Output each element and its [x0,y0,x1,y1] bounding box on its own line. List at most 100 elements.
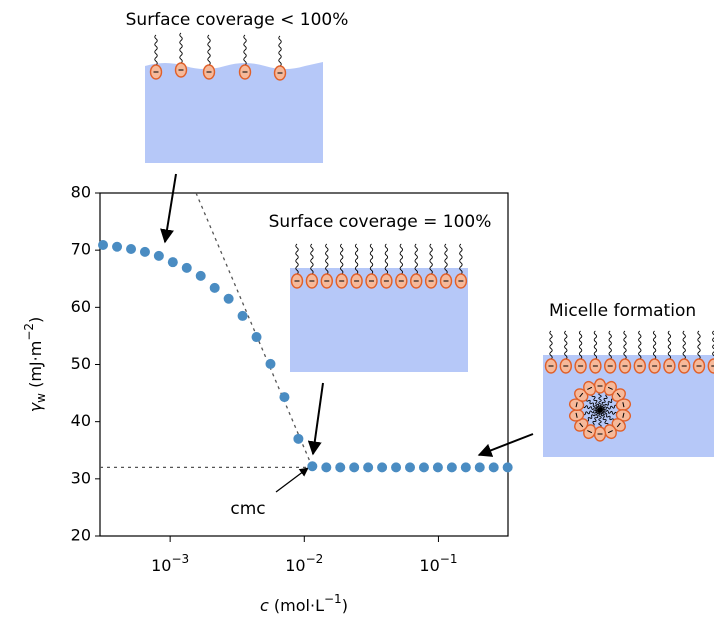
annotation: cmc [230,499,265,519]
tail [599,409,618,415]
surfactant [633,330,646,374]
surfactant [424,243,438,289]
data-point [112,241,123,252]
surfactant [238,34,252,80]
data-point [195,270,206,281]
charge [579,392,584,398]
surfactant [707,330,714,374]
arrow [307,382,324,456]
charge [579,422,584,428]
data-point [418,462,429,473]
tail [599,394,608,411]
tail [599,398,614,411]
surfactant [410,243,423,289]
tail [598,392,602,411]
surfactant [149,34,163,80]
surfactant [273,35,287,81]
tail [549,330,553,360]
tail [638,330,642,360]
water [290,268,468,372]
y-label-part: −2 [22,323,36,341]
charge [616,422,621,428]
y-label-part: ) [26,317,45,323]
tail [459,243,463,275]
tail [243,34,247,66]
tail [608,330,612,360]
x-tick-label: 10−3 [151,552,189,575]
tick-base: 10 [285,556,305,575]
tail [207,34,211,66]
y-tick-label: 50 [71,354,91,373]
annotation: Surface coverage < 100% [126,10,349,30]
data-point [98,240,109,251]
surfactant [335,243,348,289]
x-tick-label: 10−1 [419,552,457,575]
illustrations [145,32,714,457]
charge [622,402,625,408]
data-point [405,462,416,473]
data-point [265,358,276,369]
tail [444,243,448,275]
arrow [160,173,177,244]
surfactant [202,34,216,80]
data-point [139,246,150,257]
surfactant [583,380,602,411]
arrow [275,467,309,493]
tail [399,243,403,275]
y-label-part: w [34,393,48,403]
annotation: Surface coverage = 100% [269,212,492,232]
tail [697,330,701,360]
y-axis-label: γw (mJ·m−2) [22,317,48,413]
tail [593,330,598,360]
y-label-part: γ [26,401,45,412]
x-tick-label: 10−2 [285,552,323,575]
tail [179,32,183,64]
data-point [307,461,318,472]
tail [652,330,657,360]
data-point [446,462,457,473]
tail [310,243,314,275]
arrow [477,433,534,457]
data-point [502,462,513,473]
x-label-part: c [260,596,269,615]
surfactant [663,330,676,374]
charge [575,402,578,408]
surfactant [574,330,587,374]
x-label-part: (mol·L [269,596,324,615]
y-tick-label: 40 [71,411,91,430]
y-tick-label: 20 [71,526,91,545]
tail [682,330,686,360]
data-point [167,257,178,268]
surfactant [439,243,453,289]
data-point [335,462,346,473]
y-label-part: (mJ·m [26,341,45,393]
tail [667,330,672,360]
tail [429,243,433,275]
surfactant [380,243,393,289]
tail [564,330,568,360]
surfactant [599,409,632,422]
surfactant [559,330,572,374]
data-point [126,244,137,255]
data-point [237,310,248,321]
data-point [391,462,402,473]
charge [616,392,621,398]
tick-base: 10 [151,556,171,575]
data-point [293,433,304,444]
surfactant [589,330,602,374]
charge [587,386,593,390]
tail [582,405,601,411]
surfactant [454,243,468,289]
tail [278,35,282,67]
tail [592,409,601,426]
tail [591,394,602,411]
surfactant [568,398,601,411]
tick-base: 10 [419,556,439,575]
charge [622,412,625,418]
water [145,62,323,163]
x-label-part: ) [342,596,348,615]
surfactant [599,398,632,412]
x-axis-label: c (mol·L−1) [260,592,348,615]
tail [578,330,583,360]
